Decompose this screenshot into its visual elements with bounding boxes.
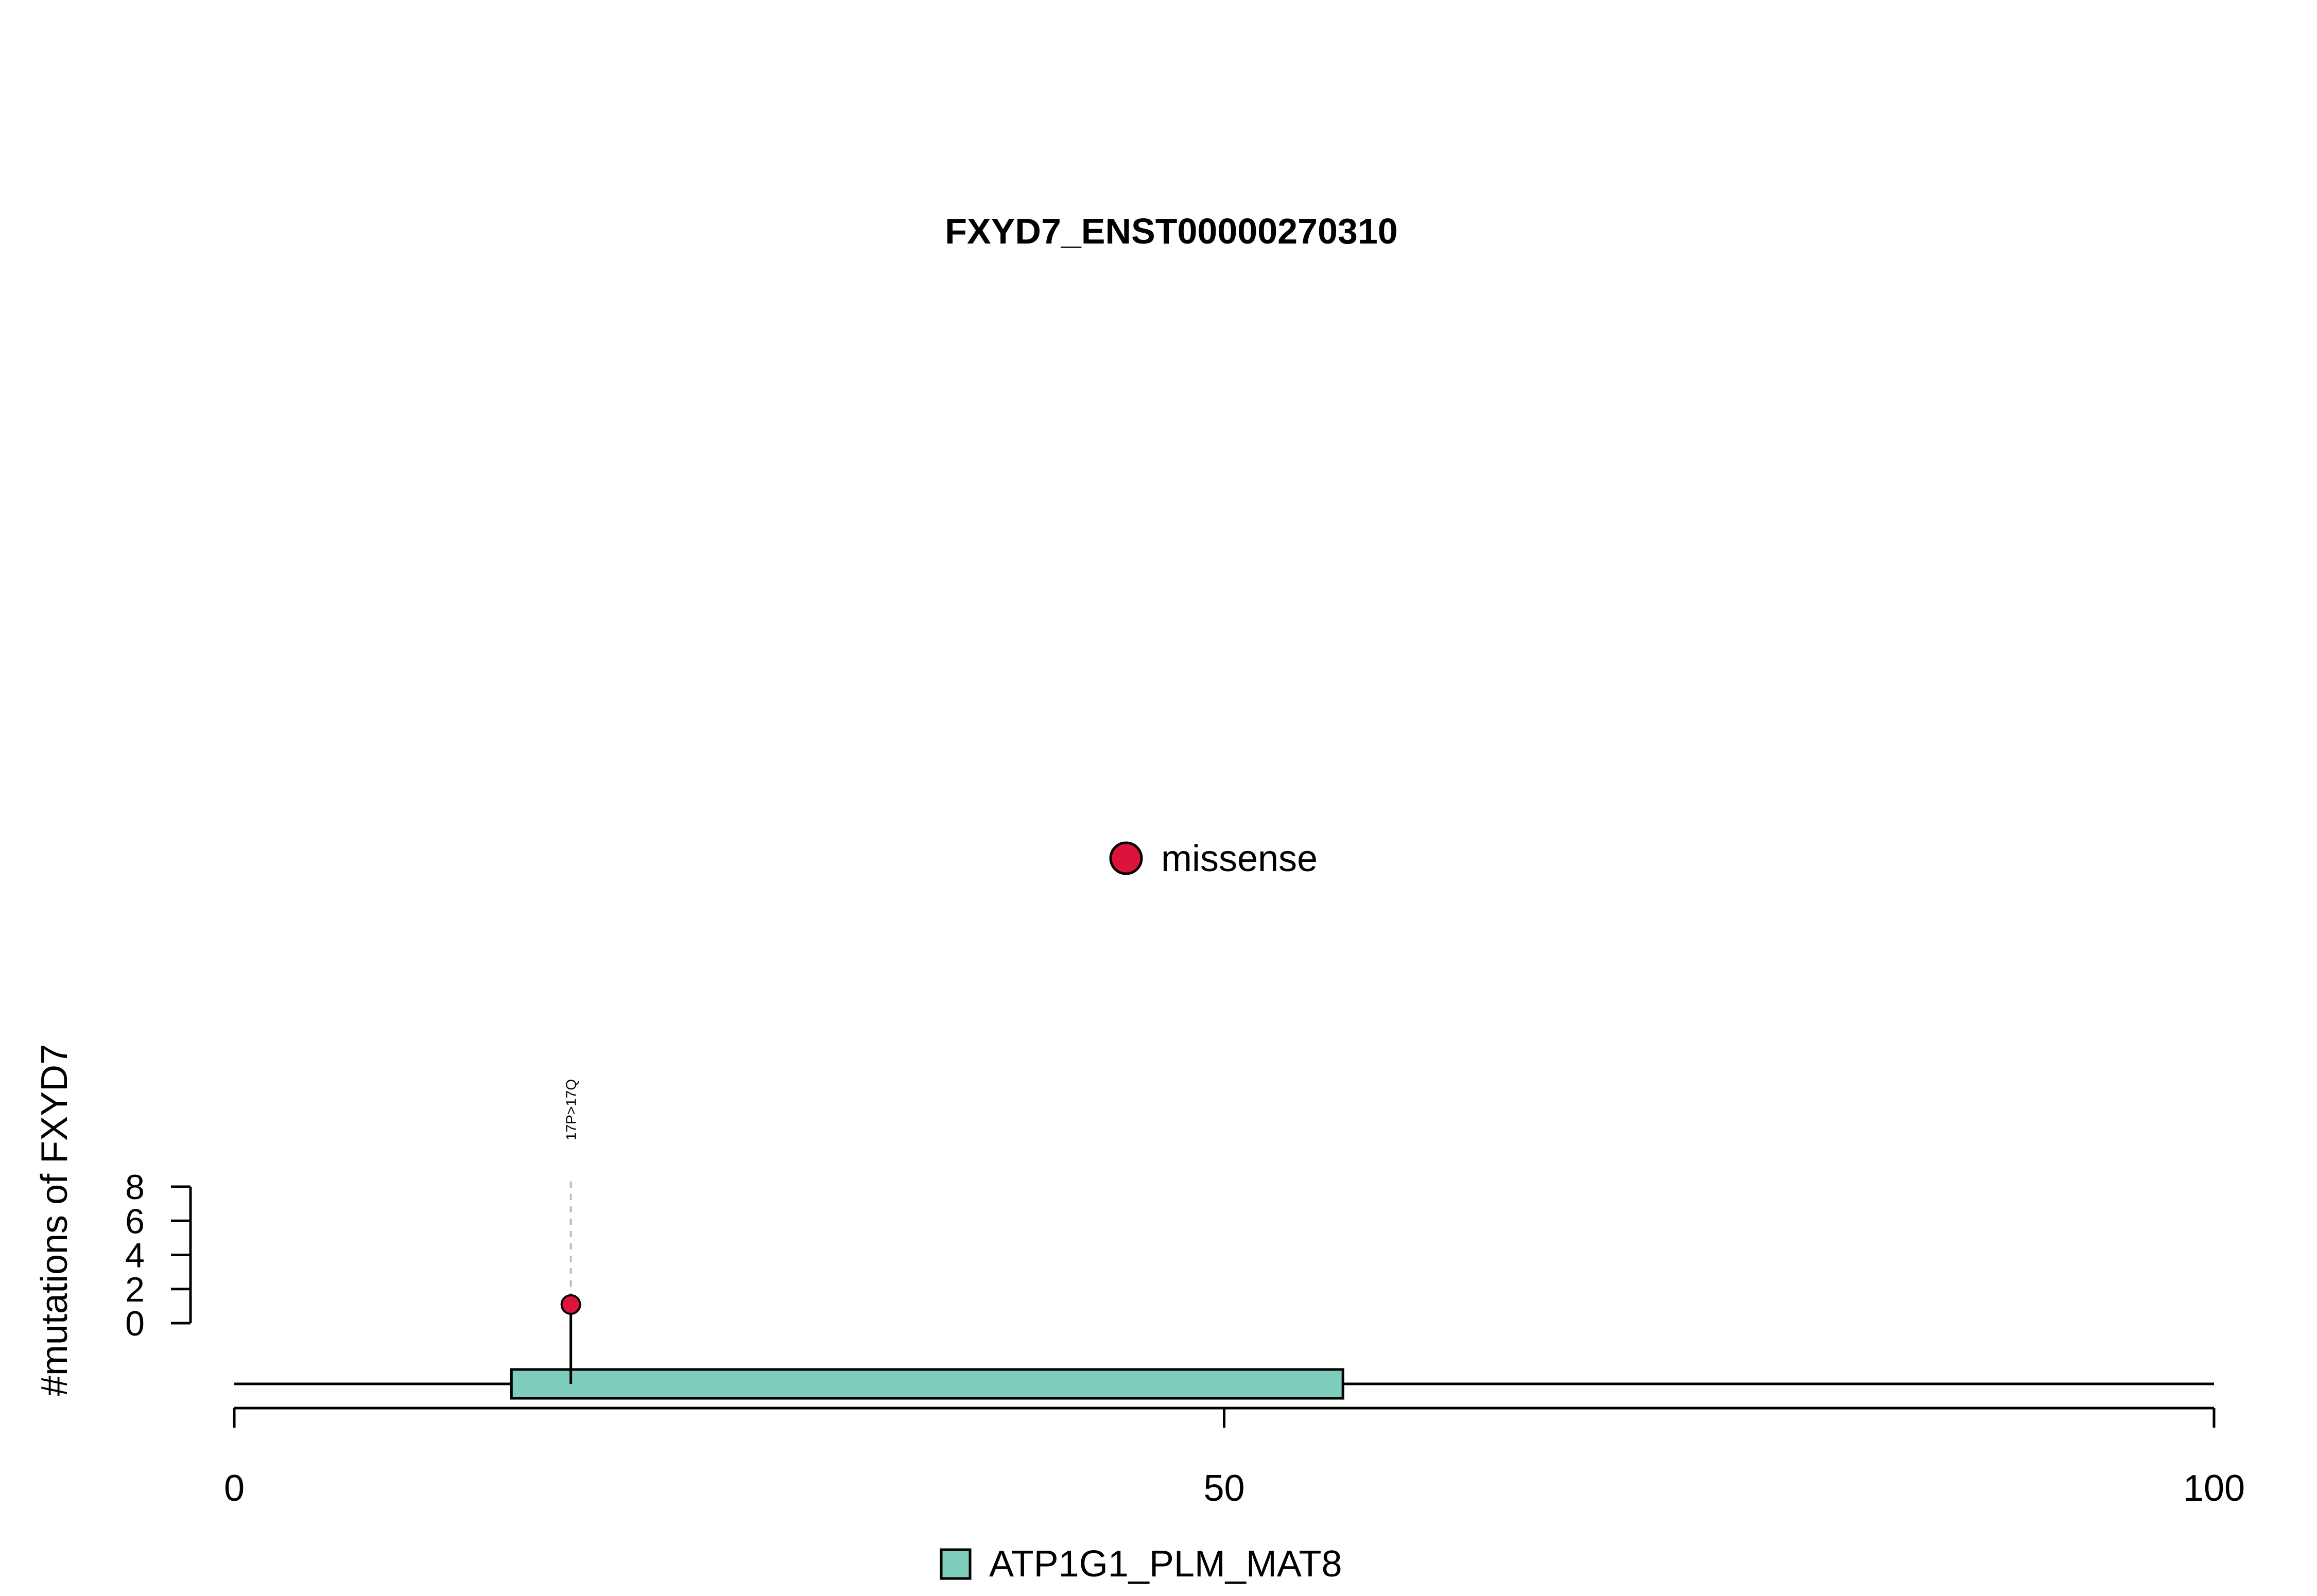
mutation-point (560, 1294, 581, 1315)
x-tick-label: 50 (1203, 1468, 1244, 1509)
domain-ATP1G1_PLM_MAT8 (510, 1368, 1344, 1400)
domain-legend: ATP1G1_PLM_MAT8 (940, 1543, 1342, 1585)
legend-label: ATP1G1_PLM_MAT8 (989, 1543, 1342, 1585)
x-tick-label: 0 (224, 1468, 245, 1509)
y-tick-label: 6 (125, 1202, 145, 1241)
mutation-legend: missense (1109, 838, 1318, 879)
y-tick-label: 4 (125, 1236, 145, 1275)
x-axis: 0 50 100 (224, 1407, 2245, 1509)
legend-swatch-ATP1G1_PLM_MAT8 (940, 1548, 972, 1580)
y-tick-label: 0 (125, 1304, 145, 1343)
chart-title: FXYD7_ENST00000270310 (945, 211, 1397, 251)
y-axis-label: #mutations of FXYD7 (34, 1044, 75, 1396)
mutation-label: 17P>17Q (563, 1079, 579, 1140)
legend-marker-missense (1109, 841, 1143, 875)
x-tick-label: 100 (2183, 1468, 2245, 1509)
legend-label: missense (1161, 838, 1318, 879)
domains (510, 1368, 1344, 1400)
y-tick-label: 2 (125, 1270, 145, 1309)
mutation-lollipops: 17P>17Q (560, 1079, 581, 1384)
y-tick-label: 8 (125, 1168, 145, 1207)
